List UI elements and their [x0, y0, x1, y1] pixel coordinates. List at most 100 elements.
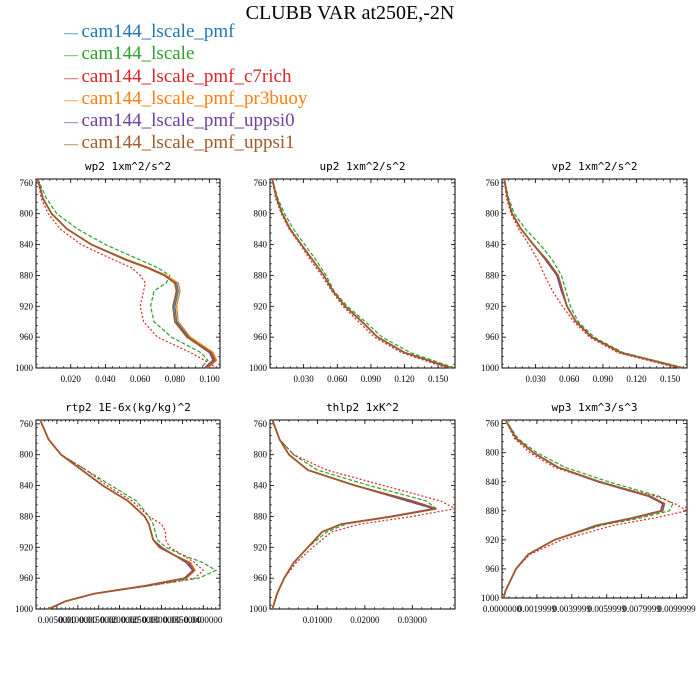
series-line-3 — [271, 419, 437, 610]
x-tick-label: 0.090 — [593, 374, 614, 384]
legend-swatch: — — [64, 48, 82, 64]
series-line-4 — [503, 178, 682, 369]
y-tick-label: 760 — [254, 419, 268, 429]
y-tick-label: 760 — [486, 178, 500, 188]
y-tick-label: 840 — [20, 240, 34, 250]
y-tick-label: 840 — [254, 240, 268, 250]
y-tick-label: 800 — [20, 209, 34, 219]
y-tick-label: 800 — [254, 209, 268, 219]
x-tick-label: 0.0200000 — [101, 615, 140, 625]
legend-label: cam144_lscale — [81, 43, 195, 65]
legend-label: cam144_lscale_pmf_uppsi0 — [81, 110, 295, 132]
page-title: CLUBB VAR at250E,-2N — [245, 2, 455, 24]
x-tick-label: 0.0000000 — [483, 604, 522, 614]
series-line-1 — [271, 178, 456, 369]
series-line-1 — [503, 178, 685, 369]
x-tick-label: 0.0099999 — [657, 604, 696, 614]
series-line-5 — [36, 178, 216, 369]
x-tick-label: 0.0250000 — [121, 615, 160, 625]
panel-2: vp2 1xm^2/s^2 760 800 840 880 920 960 1000 0.030… — [481, 160, 688, 384]
y-tick-label: 920 — [486, 535, 500, 545]
x-tick-label: 0.020 — [61, 374, 82, 384]
y-tick-label: 840 — [254, 481, 268, 491]
y-tick-label: 760 — [254, 178, 268, 188]
legend-swatch: — — [64, 137, 82, 153]
legend-item: — cam144_lscale_pmf_c7rich — [64, 65, 307, 89]
series-line-5 — [39, 419, 196, 610]
y-tick-label: 1000 — [249, 604, 268, 614]
panel-title: rtp2 1E-6x(kg/kg)^2 — [65, 401, 191, 414]
panel-title: wp3 1xm^3/s^3 — [551, 401, 637, 414]
x-tick-label: 0.100 — [199, 374, 220, 384]
x-tick-label: 0.030 — [294, 374, 315, 384]
y-tick-label: 760 — [486, 419, 500, 429]
x-tick-label: 0.03000 — [398, 615, 428, 625]
series-line-3 — [271, 178, 452, 369]
y-tick-label: 760 — [20, 178, 34, 188]
series-line-2 — [39, 419, 205, 610]
series-line-5 — [271, 419, 437, 610]
series-line-0 — [503, 419, 666, 599]
series-line-2 — [271, 419, 457, 610]
y-tick-label: 800 — [486, 448, 500, 458]
series-line-1 — [39, 419, 218, 610]
panel-title: wp2 1xm^2/s^2 — [85, 160, 171, 173]
series-line-0 — [503, 178, 682, 369]
x-tick-label: 0.060 — [559, 374, 580, 384]
series-line-5 — [503, 178, 683, 369]
y-tick-label: 880 — [254, 511, 268, 521]
x-tick-label: 0.080 — [165, 374, 186, 384]
y-tick-label: 960 — [486, 332, 500, 342]
series-line-0 — [271, 419, 437, 610]
x-tick-label: 0.0150000 — [80, 615, 119, 625]
x-tick-label: 0.0350000 — [163, 615, 202, 625]
y-tick-label: 880 — [486, 270, 500, 280]
y-tick-label: 920 — [486, 301, 500, 311]
y-tick-label: 880 — [20, 511, 34, 521]
y-tick-label: 880 — [486, 506, 500, 516]
legend-item: — cam144_lscale_pmf_uppsi0 — [64, 111, 307, 133]
series-line-3 — [503, 178, 682, 369]
series-line-3 — [503, 419, 666, 599]
panel-frame — [501, 178, 688, 369]
y-tick-label: 1000 — [249, 363, 268, 373]
y-tick-label: 800 — [20, 450, 34, 460]
y-tick-label: 840 — [20, 481, 34, 491]
y-tick-label: 960 — [20, 573, 34, 583]
series-line-1 — [271, 419, 438, 610]
series-line-2 — [37, 178, 217, 369]
x-tick-label: 0.0039999 — [553, 604, 592, 614]
x-tick-label: 0.060 — [130, 374, 151, 384]
y-tick-label: 920 — [20, 542, 34, 552]
y-tick-label: 960 — [20, 332, 34, 342]
y-tick-label: 880 — [254, 270, 268, 280]
x-tick-label: 0.0400000 — [184, 615, 223, 625]
x-tick-label: 0.0059999 — [588, 604, 627, 614]
legend-swatch: — — [64, 115, 82, 131]
x-tick-label: 0.060 — [327, 374, 348, 384]
y-tick-label: 1000 — [481, 593, 500, 603]
panel-1: up2 1xm^2/s^2 760 800 840 880 920 960 1000 0.030… — [249, 160, 456, 384]
panel-title: up2 1xm^2/s^2 — [319, 160, 405, 173]
series-line-4 — [271, 419, 434, 610]
panel-3: rtp2 1E-6x(kg/kg)^2 760 800 840 880 920 960 100… — [15, 401, 223, 625]
x-tick-label: 0.01000 — [303, 615, 333, 625]
series-line-4 — [36, 178, 215, 369]
x-tick-label: 0.0079999 — [622, 604, 661, 614]
y-tick-label: 800 — [254, 450, 268, 460]
x-tick-label: 0.120 — [394, 374, 415, 384]
x-tick-label: 0.0019999 — [518, 604, 557, 614]
x-tick-label: 0.0300000 — [142, 615, 181, 625]
legend-label: cam144_lscale_pmf_c7rich — [81, 65, 292, 87]
legend-label: cam144_lscale_pmf_uppsi1 — [81, 132, 295, 154]
legend-label: cam144_lscale_pmf — [81, 21, 235, 42]
panel-title: vp2 1xm^2/s^2 — [551, 160, 637, 173]
series-line-5 — [271, 178, 452, 369]
x-tick-label: 0.150 — [428, 374, 449, 384]
y-tick-label: 1000 — [15, 363, 34, 373]
legend-item: — cam144_lscale_pmf_pr3buoy — [64, 88, 307, 111]
legend-item: — cam144_lscale_pmf_uppsi1 — [64, 133, 307, 155]
y-tick-label: 760 — [20, 419, 34, 429]
legend-swatch: — — [64, 70, 82, 86]
